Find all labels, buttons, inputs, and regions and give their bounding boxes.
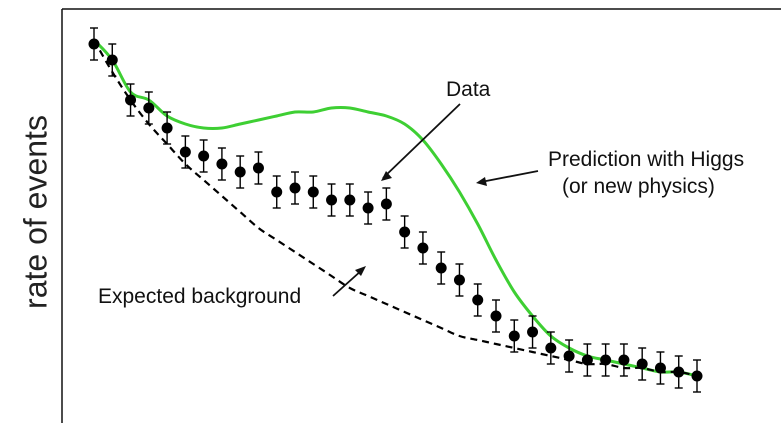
data-point — [636, 347, 648, 381]
data-point — [179, 135, 191, 169]
data-point — [106, 43, 118, 77]
data-point-marker — [600, 354, 612, 366]
data-point-marker — [691, 370, 703, 382]
data-point-marker — [508, 330, 520, 342]
annotations: Data Prediction with Higgs (or new physi… — [98, 78, 744, 308]
data-point-marker — [636, 358, 648, 370]
data-point — [326, 183, 338, 217]
data-point — [453, 263, 465, 297]
annotation-prediction-label: Prediction with Higgs — [548, 148, 744, 171]
data-point-marker — [252, 162, 264, 174]
data-point — [581, 343, 593, 377]
data-point — [399, 215, 411, 249]
data-point — [618, 343, 630, 377]
data-points-layer — [88, 27, 703, 393]
data-point — [691, 359, 703, 393]
data-point — [216, 147, 228, 181]
data-point — [143, 91, 155, 125]
data-point-marker — [198, 150, 210, 162]
data-point-marker — [399, 226, 411, 238]
data-point-marker — [106, 54, 118, 66]
data-point-marker — [618, 354, 630, 366]
annotation-data-arrow — [382, 103, 461, 179]
data-point — [125, 83, 137, 117]
data-point-marker — [88, 38, 100, 50]
data-point-marker — [581, 354, 593, 366]
annotation-data-label: Data — [446, 78, 491, 101]
annotation-prediction-sublabel: (or new physics) — [562, 175, 715, 198]
data-point-marker — [234, 166, 246, 178]
data-point — [490, 299, 502, 333]
data-point-marker — [362, 202, 374, 214]
annotation-background-label: Expected background — [98, 285, 301, 308]
data-point — [161, 111, 173, 145]
data-point-marker — [654, 362, 666, 374]
data-point-marker — [472, 294, 484, 306]
data-point-marker — [380, 198, 392, 210]
data-point-marker — [673, 366, 685, 378]
data-point-marker — [125, 94, 137, 106]
data-point-marker — [545, 342, 557, 354]
data-point — [344, 183, 356, 217]
data-point — [435, 251, 447, 285]
annotation-prediction-arrow — [480, 170, 539, 183]
data-point — [417, 231, 429, 265]
data-point-marker — [417, 242, 429, 254]
data-point — [600, 343, 612, 377]
data-point — [234, 155, 246, 189]
annotation-data-arrowhead — [381, 171, 392, 181]
plot-frame — [61, 8, 781, 423]
data-point — [527, 315, 539, 349]
annotation-background-arrowhead — [355, 266, 366, 276]
data-point-marker — [527, 326, 539, 338]
data-point-marker — [143, 102, 155, 114]
data-point — [508, 319, 520, 353]
data-point-marker — [307, 186, 319, 198]
data-point-marker — [161, 122, 173, 134]
series-layer — [92, 38, 698, 378]
data-point-marker — [453, 274, 465, 286]
data-point — [198, 139, 210, 173]
data-point — [289, 171, 301, 205]
data-point-marker — [435, 262, 447, 274]
data-point — [654, 351, 666, 385]
data-point-marker — [326, 194, 338, 206]
data-point — [673, 355, 685, 389]
data-point — [252, 151, 264, 185]
prediction-higgs-line — [92, 38, 698, 378]
data-point-marker — [563, 350, 575, 362]
data-point — [563, 339, 575, 373]
data-point-marker — [289, 182, 301, 194]
data-point — [380, 187, 392, 221]
expected-background-line — [93, 39, 698, 378]
data-point-marker — [179, 146, 191, 158]
annotation-prediction-arrowhead — [476, 177, 487, 186]
data-point-marker — [271, 186, 283, 198]
data-point — [362, 191, 374, 225]
data-point-marker — [490, 310, 502, 322]
data-point-marker — [216, 158, 228, 170]
data-point — [472, 283, 484, 317]
data-point — [88, 27, 100, 61]
data-point — [545, 331, 557, 365]
y-axis-label: rate of events — [17, 115, 53, 309]
annotation-background-arrow — [332, 269, 363, 297]
data-point — [271, 175, 283, 209]
data-point-marker — [344, 194, 356, 206]
data-point — [307, 175, 319, 209]
